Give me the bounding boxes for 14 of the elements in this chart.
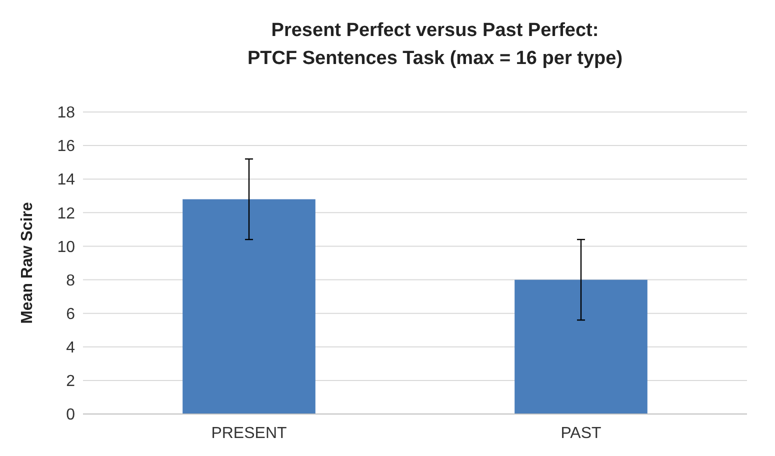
chart-title: Present Perfect versus Past Perfect: PTCF Sentences Task (max = 16 per type) — [247, 20, 623, 69]
x-tick-label: PAST — [560, 425, 602, 442]
y-tick-label: 12 — [57, 205, 76, 222]
y-tick-label: 6 — [66, 306, 76, 323]
y-tick-label: 4 — [66, 339, 76, 356]
y-tick-label: 0 — [66, 406, 76, 424]
y-tick-label: 10 — [57, 238, 76, 256]
y-tick-label: 8 — [66, 272, 76, 290]
y-tick-label: 2 — [66, 373, 76, 390]
x-tick-label: PRESENT — [211, 425, 288, 442]
y-tick-label: 14 — [57, 172, 76, 189]
y-axis-title: Mean Raw Scire — [19, 202, 36, 324]
y-tick-label: 18 — [57, 104, 76, 122]
y-tick-label: 16 — [57, 138, 76, 156]
